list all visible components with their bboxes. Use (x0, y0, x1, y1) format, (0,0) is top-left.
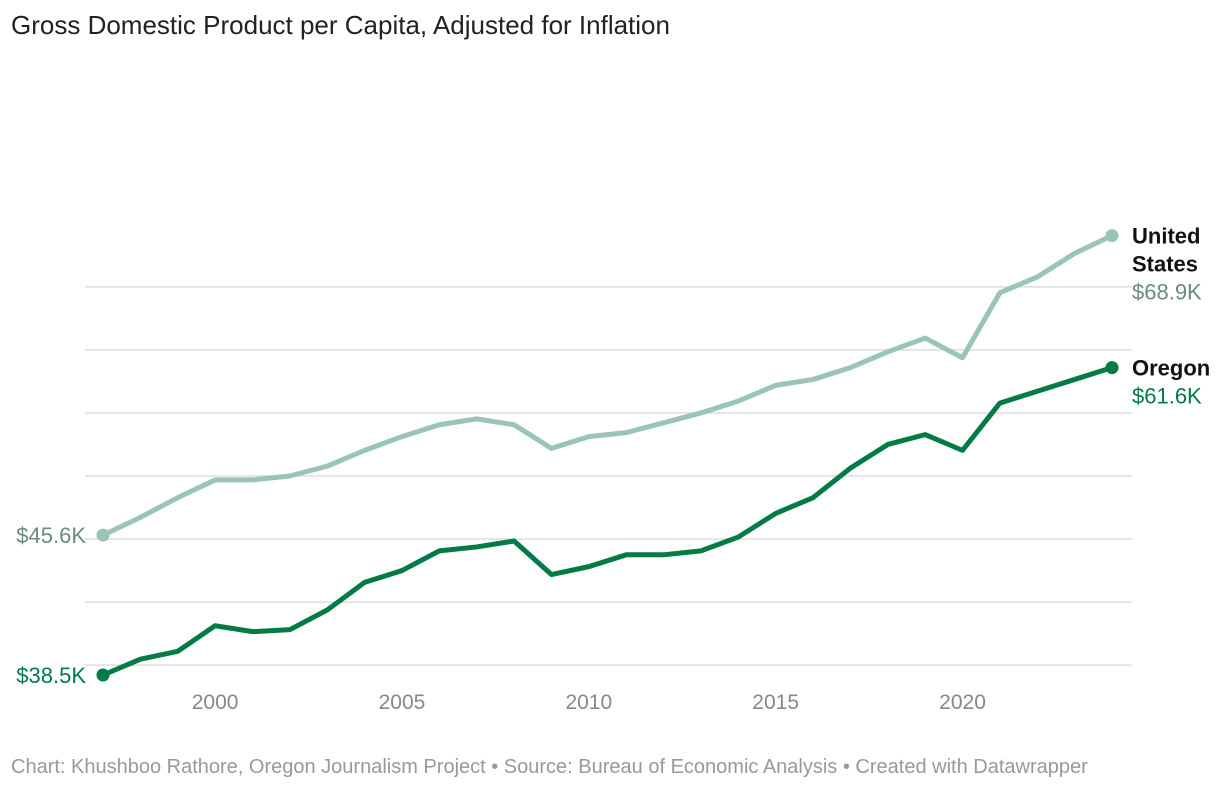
series-end-point (1105, 361, 1119, 375)
series-start-point (96, 668, 110, 682)
x-tick-label: 2015 (752, 691, 799, 714)
series-name-label: Oregon (1132, 356, 1210, 381)
chart-footer: Chart: Khushboo Rathore, Oregon Journali… (11, 756, 1088, 778)
series-end-label: $68.9K (1132, 280, 1202, 305)
series-name-label: United (1132, 224, 1200, 249)
series-labels: $45.6K United States $68.9K $38.5K Oregon $61.… (16, 224, 1210, 688)
series-start-label: $45.6K (16, 523, 86, 548)
x-tick-label: 2010 (565, 691, 612, 714)
x-axis: 2000 2005 2010 2015 2020 (192, 691, 986, 714)
series-start-point (96, 528, 110, 542)
series-line-united-states (100, 233, 1115, 538)
x-tick-label: 2020 (939, 691, 986, 714)
x-tick-label: 2000 (192, 691, 239, 714)
gridlines (85, 286, 1132, 666)
series-lines (96, 229, 1119, 682)
series-end-point (1105, 229, 1119, 243)
x-tick-label: 2005 (379, 691, 426, 714)
series-end-label: $61.6K (1132, 384, 1202, 409)
series-name-label: States (1132, 252, 1198, 277)
series-start-label: $38.5K (16, 663, 86, 688)
series-line-oregon (100, 365, 1115, 678)
chart-title: Gross Domestic Product per Capita, Adjus… (11, 10, 670, 40)
